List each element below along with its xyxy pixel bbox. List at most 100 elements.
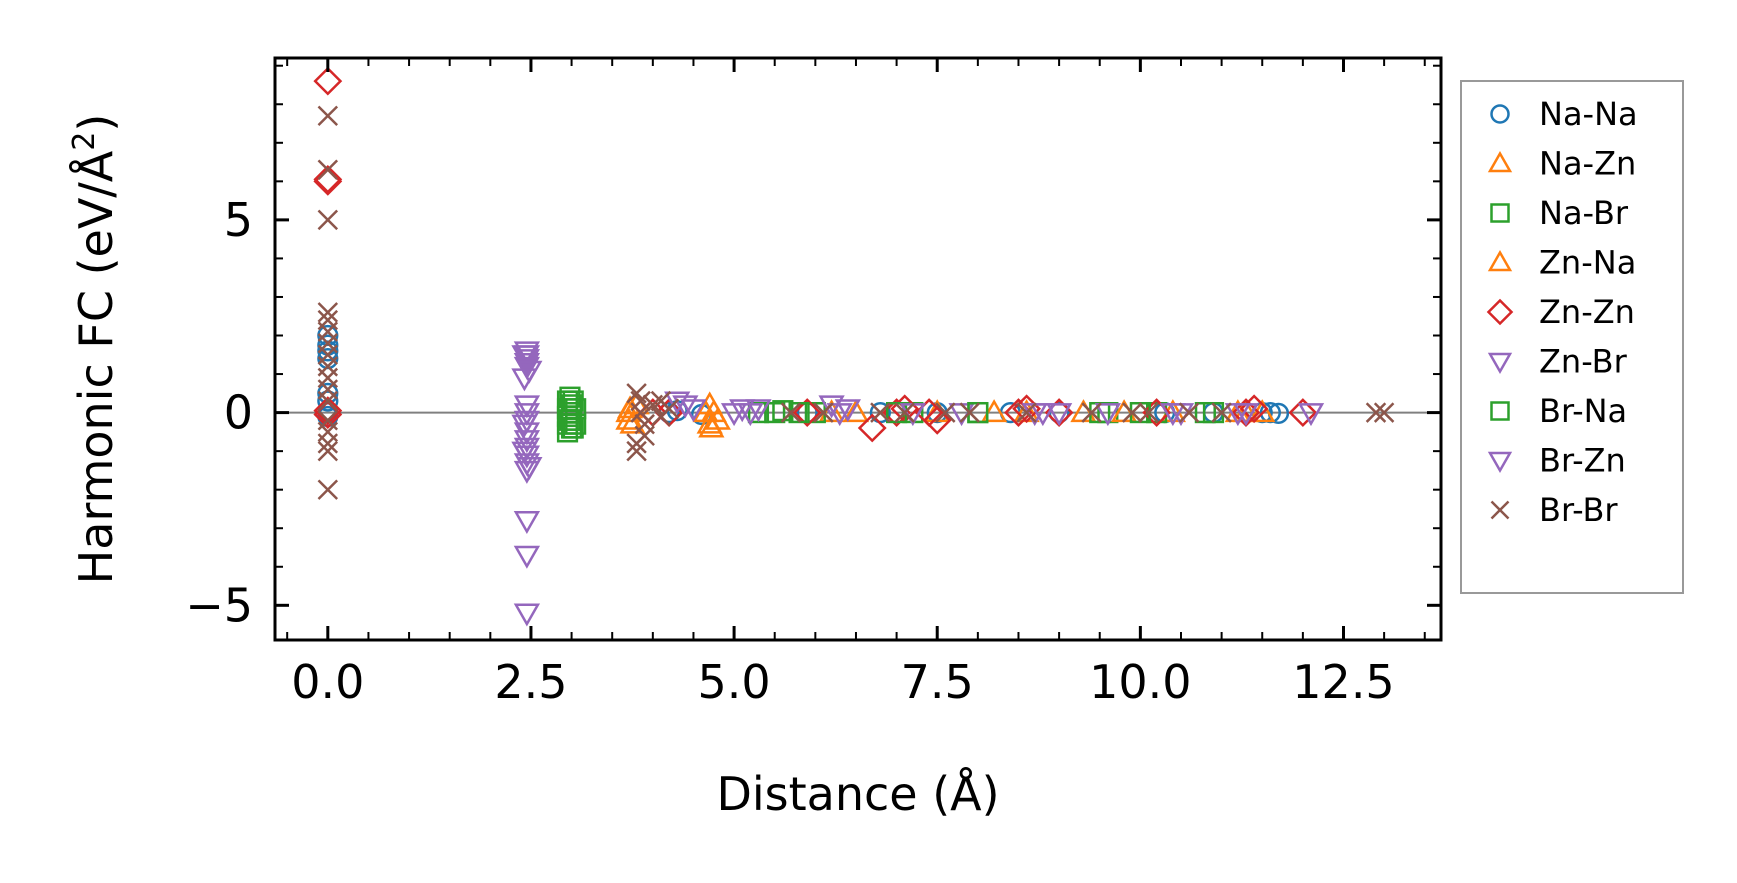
x-tick-label: 7.5: [901, 655, 974, 709]
point-zn-na: [842, 399, 870, 423]
legend-label-zn-na: Zn-Na: [1539, 244, 1636, 282]
legend-marker-br-zn: [1487, 451, 1513, 474]
point-br-br: [1178, 402, 1200, 423]
legend-marker-na-zn: [1487, 150, 1513, 173]
point-br-br: [658, 398, 680, 419]
y-axis-title-main: Harmonic FC (eV/Å: [69, 150, 123, 584]
y-tick-label: 5: [224, 193, 253, 247]
point-zn-na: [1232, 399, 1260, 423]
point-br-br: [1373, 402, 1395, 423]
point-zn-br: [513, 545, 541, 569]
legend-label-na-na: Na-Na: [1539, 95, 1638, 133]
x-tick-label: 10.0: [1089, 655, 1191, 709]
legend-label-br-zn: Br-Zn: [1539, 442, 1626, 480]
point-na-zn: [619, 410, 646, 434]
point-zn-na: [980, 399, 1008, 423]
point-br-zn: [511, 414, 538, 438]
point-br-na: [559, 386, 581, 408]
point-zn-zn: [1288, 398, 1318, 428]
point-br-br: [1121, 402, 1143, 423]
point-br-br: [317, 209, 339, 231]
point-br-na: [1194, 401, 1216, 424]
point-br-br: [317, 440, 339, 462]
point-na-na: [317, 390, 339, 412]
point-br-zn: [1159, 403, 1187, 427]
y-axis-title: Harmonic FC (eV/Å2): [67, 114, 123, 585]
legend-label-br-br: Br-Br: [1539, 491, 1618, 529]
point-zn-br: [513, 403, 541, 427]
point-zn-zn: [857, 413, 887, 443]
legend-marker-na-br: [1490, 203, 1510, 223]
point-br-zn: [516, 360, 543, 384]
point-br-zn: [745, 399, 772, 423]
y-axis-title-superscript: 2: [67, 132, 102, 151]
legend-label-na-br: Na-Br: [1539, 194, 1629, 232]
point-br-br: [630, 402, 651, 423]
point-zn-zn: [922, 405, 952, 435]
legend-marker-br-br: [1490, 500, 1510, 520]
point-br-br: [317, 159, 339, 181]
point-zn-br: [513, 395, 541, 419]
point-br-br: [813, 402, 834, 423]
point-br-br: [1081, 402, 1102, 423]
point-br-br: [870, 402, 891, 423]
point-br-br: [317, 302, 339, 323]
legend-marker-na-na: [1490, 104, 1510, 124]
point-zn-na: [692, 399, 719, 423]
point-br-zn: [720, 403, 748, 427]
point-zn-br: [1297, 403, 1325, 427]
point-zn-br: [834, 399, 861, 423]
point-zn-zn: [313, 164, 343, 194]
legend-label-zn-zn: Zn-Zn: [1539, 293, 1635, 331]
legend: Na-Na Na-Zn Na-Br Zn-Na Zn-Zn Zn-Br Br-Na Br-Zn…: [1460, 80, 1684, 594]
point-zn-br: [513, 422, 541, 446]
point-br-br: [894, 402, 915, 423]
legend-marker-br-na: [1490, 401, 1510, 421]
point-zn-na: [698, 414, 725, 438]
point-br-zn: [672, 395, 699, 419]
point-br-zn: [1224, 403, 1252, 427]
point-br-br: [1365, 402, 1387, 423]
point-br-br: [626, 440, 647, 462]
point-zn-br: [729, 399, 756, 423]
point-br-zn: [1094, 403, 1122, 427]
point-br-zn: [511, 345, 538, 369]
x-tick-label: 12.5: [1292, 655, 1394, 709]
point-zn-br: [818, 395, 845, 419]
point-br-br: [317, 479, 339, 500]
legend-marker-zn-br: [1487, 352, 1513, 375]
point-zn-zn: [313, 396, 343, 426]
legend-label-zn-br: Zn-Br: [1539, 343, 1628, 381]
point-zn-na: [704, 406, 731, 430]
point-br-br: [317, 390, 339, 412]
point-zn-br: [513, 511, 541, 535]
point-br-na: [562, 390, 584, 412]
point-zn-zn: [313, 66, 343, 96]
y-axis-title-close: ): [69, 114, 123, 132]
point-br-zn: [516, 457, 543, 481]
point-br-br: [317, 105, 339, 127]
point-zn-br: [513, 603, 541, 627]
point-br-zn: [826, 403, 853, 427]
point-br-br: [1211, 402, 1232, 423]
x-axis-title: Distance (Å): [716, 767, 999, 821]
point-na-br: [565, 413, 587, 435]
point-br-br: [935, 402, 956, 423]
point-br-na: [764, 401, 786, 424]
point-br-na: [562, 417, 584, 439]
point-br-br: [1138, 402, 1159, 423]
x-tick-label: 5.0: [698, 655, 771, 709]
legend-marker-zn-zn: [1486, 298, 1514, 326]
x-tick-label: 2.5: [494, 655, 567, 709]
point-br-br: [1016, 402, 1037, 423]
point-br-br: [959, 402, 980, 423]
legend-label-na-zn: Na-Zn: [1539, 145, 1636, 183]
point-br-br: [317, 433, 339, 454]
x-tick-label: 0.0: [291, 655, 364, 709]
legend-label-br-na: Br-Na: [1539, 392, 1627, 430]
point-zn-br: [513, 352, 541, 377]
plot-frame: [273, 56, 1443, 642]
point-br-br: [780, 402, 802, 423]
